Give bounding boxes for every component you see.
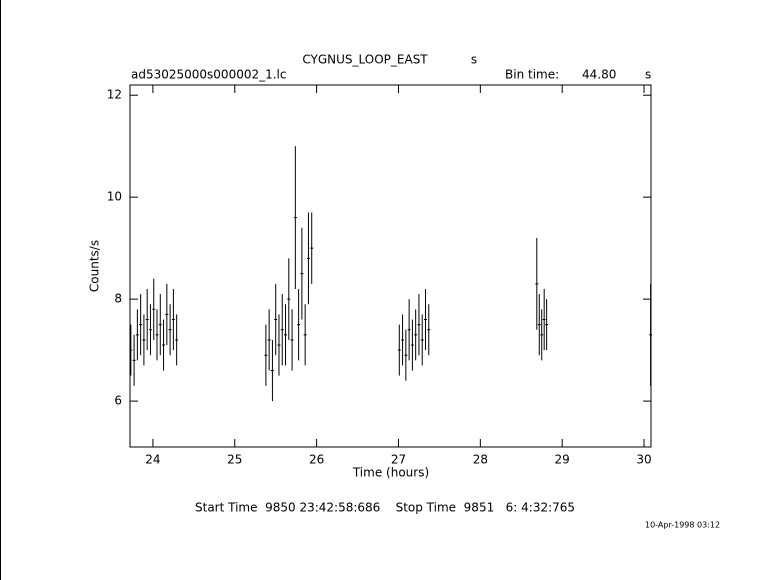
file-name: ad53025000s000002_1.lc <box>131 68 287 82</box>
x-axis-label: Time (hours) <box>352 466 429 480</box>
bin-value: 44.80 <box>582 68 616 82</box>
x-tick-label: 27 <box>391 453 406 467</box>
y-tick-label: 8 <box>114 292 122 306</box>
plot-frame <box>129 84 652 448</box>
x-tick-label: 30 <box>636 453 651 467</box>
bin-label: Bin time: <box>505 68 559 82</box>
y-tick-label: 12 <box>107 88 122 102</box>
x-tick-label: 28 <box>473 453 488 467</box>
title-unit: s <box>471 53 477 67</box>
footer: Start Time 9850 23:42:58:686 Stop Time 9… <box>195 501 575 515</box>
chart-title: CYGNUS_LOOP_EAST <box>302 53 428 67</box>
x-tick-label: 24 <box>145 453 160 467</box>
x-tick-label: 29 <box>555 453 570 467</box>
y-tick-label: 6 <box>114 394 122 408</box>
x-tick-label: 26 <box>309 453 324 467</box>
bin-unit: s <box>645 68 651 82</box>
y-axis-label: Counts/s <box>88 240 102 292</box>
x-tick-label: 25 <box>227 453 242 467</box>
date: 10-Apr-1998 03:12 <box>645 521 720 530</box>
y-tick-label: 10 <box>107 190 122 204</box>
